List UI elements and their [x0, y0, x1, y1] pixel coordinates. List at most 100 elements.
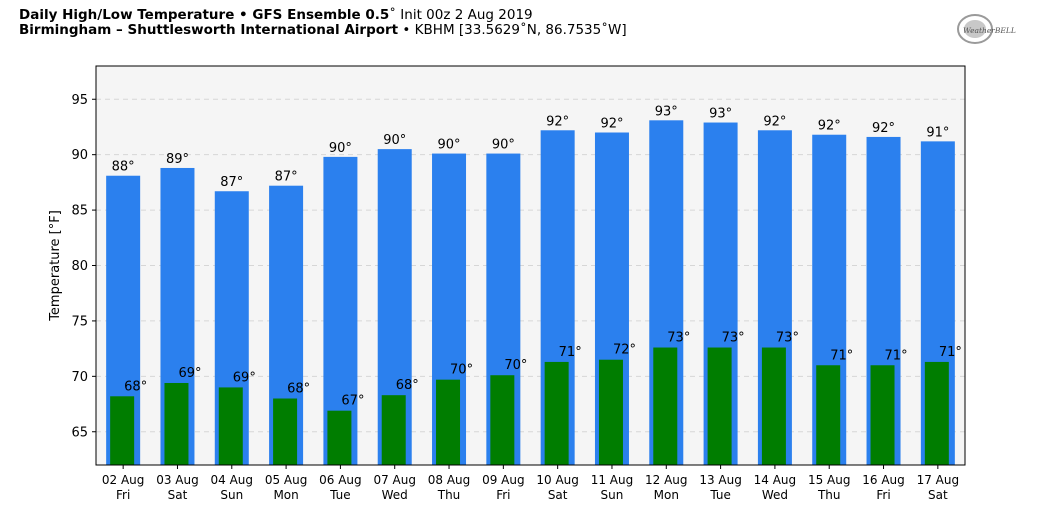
high-value-label: 93° — [655, 104, 678, 119]
title-line-2: Birmingham – Shuttlesworth International… — [19, 23, 627, 38]
low-bar — [490, 375, 515, 465]
x-tick-date: 02 Aug — [102, 473, 145, 487]
x-tick-weekday: Sat — [548, 488, 568, 502]
x-tick-weekday: Thu — [817, 488, 841, 502]
x-tick-date: 07 Aug — [373, 473, 416, 487]
x-tick-date: 09 Aug — [482, 473, 525, 487]
x-tick-date: 17 Aug — [917, 473, 960, 487]
high-value-label: 90° — [329, 141, 352, 156]
x-tick-date: 05 Aug — [265, 473, 308, 487]
title-init: Init 00z 2 Aug 2019 — [396, 7, 533, 23]
high-value-label: 90° — [383, 133, 406, 148]
high-value-label: 92° — [818, 119, 841, 134]
x-tick-weekday: Wed — [382, 488, 408, 502]
x-tick-weekday: Thu — [437, 488, 461, 502]
x-tick-date: 03 Aug — [156, 473, 199, 487]
title-main: Daily High/Low Temperature • GFS Ensembl… — [19, 7, 390, 23]
low-bar — [761, 347, 786, 465]
chart-title-block: Daily High/Low Temperature • GFS Ensembl… — [19, 8, 627, 38]
low-value-label: 70° — [504, 358, 527, 373]
low-bar — [816, 365, 841, 465]
x-tick-weekday: Sun — [220, 488, 243, 502]
low-bar — [218, 387, 243, 465]
x-tick-date: 13 Aug — [699, 473, 742, 487]
low-bar — [870, 365, 895, 465]
low-bar — [707, 347, 732, 465]
low-value-label: 71° — [559, 345, 582, 360]
logo-text: WeatherBELL — [963, 26, 1016, 35]
x-tick-weekday: Wed — [762, 488, 788, 502]
y-tick-label: 70 — [71, 370, 88, 385]
x-tick-weekday: Mon — [273, 488, 298, 502]
low-bar — [381, 395, 406, 465]
station-coords: • KBHM [33.5629˚N, 86.7535˚W] — [398, 22, 627, 38]
x-tick-date: 04 Aug — [211, 473, 254, 487]
low-bar — [924, 361, 949, 465]
data-labels: 88° 68° 89° 69° 87° 69° 87° 68° 90° 67° 90° 68° 90° 7… — [112, 104, 962, 408]
low-value-label: 72° — [613, 343, 636, 358]
low-value-label: 70° — [450, 363, 473, 378]
y-tick-label: 75 — [71, 314, 88, 329]
x-tick-weekday: Sat — [168, 488, 188, 502]
y-axis-label: Temperature [°F] — [48, 210, 63, 322]
low-value-label: 68° — [396, 378, 419, 393]
low-value-label: 67° — [341, 394, 364, 409]
low-bar — [598, 359, 623, 465]
low-value-label: 71° — [939, 345, 962, 360]
low-bar — [327, 410, 352, 465]
station-name: Birmingham – Shuttlesworth International… — [19, 22, 399, 38]
high-value-label: 89° — [166, 152, 189, 167]
x-tick-date: 10 Aug — [536, 473, 579, 487]
y-axis: 65 70 75 80 85 90 95 — [71, 93, 96, 440]
logo-globe — [964, 20, 986, 38]
x-tick-weekday: Mon — [654, 488, 679, 502]
x-tick-weekday: Sun — [601, 488, 624, 502]
low-bar — [544, 361, 569, 465]
x-tick-date: 08 Aug — [428, 473, 471, 487]
high-value-label: 87° — [275, 170, 298, 185]
title-degree: ˚ — [389, 7, 397, 23]
high-value-label: 92° — [546, 114, 569, 129]
low-value-label: 69° — [178, 366, 201, 381]
high-value-label: 90° — [438, 138, 461, 153]
low-bar — [273, 398, 298, 465]
high-value-label: 92° — [763, 114, 786, 129]
x-tick-weekday: Tue — [709, 488, 731, 502]
x-tick-weekday: Fri — [496, 488, 510, 502]
low-value-label: 71° — [830, 348, 853, 363]
x-tick-weekday: Tue — [329, 488, 351, 502]
y-tick-label: 85 — [71, 204, 88, 219]
logo-ring — [957, 14, 993, 44]
high-value-label: 93° — [709, 107, 732, 122]
weatherbell-logo-icon: WeatherBELL — [957, 14, 1016, 44]
x-tick-weekday: Sat — [928, 488, 948, 502]
low-value-label: 69° — [233, 370, 256, 385]
x-tick-date: 16 Aug — [862, 473, 905, 487]
low-bar — [436, 379, 461, 465]
low-bar — [110, 396, 135, 465]
x-tick-date: 12 Aug — [645, 473, 688, 487]
low-value-label: 71° — [885, 348, 908, 363]
high-value-label: 92° — [872, 121, 895, 136]
low-value-label: 73° — [667, 331, 690, 346]
x-tick-weekday: Fri — [876, 488, 890, 502]
low-bar — [164, 382, 189, 465]
high-value-label: 92° — [600, 117, 623, 132]
y-tick-label: 65 — [71, 425, 88, 440]
low-bar — [653, 347, 678, 465]
y-tick-label: 95 — [71, 93, 88, 108]
high-value-label: 88° — [112, 160, 135, 175]
x-tick-date: 06 Aug — [319, 473, 362, 487]
y-tick-label: 80 — [71, 259, 88, 274]
x-tick-date: 11 Aug — [591, 473, 634, 487]
title-line-1: Daily High/Low Temperature • GFS Ensembl… — [19, 8, 627, 23]
low-value-label: 73° — [776, 331, 799, 346]
low-series — [110, 347, 949, 465]
low-value-label: 73° — [722, 331, 745, 346]
high-value-label: 91° — [926, 125, 949, 140]
x-tick-date: 14 Aug — [754, 473, 797, 487]
low-value-label: 68° — [124, 379, 147, 394]
high-value-label: 87° — [220, 175, 243, 190]
